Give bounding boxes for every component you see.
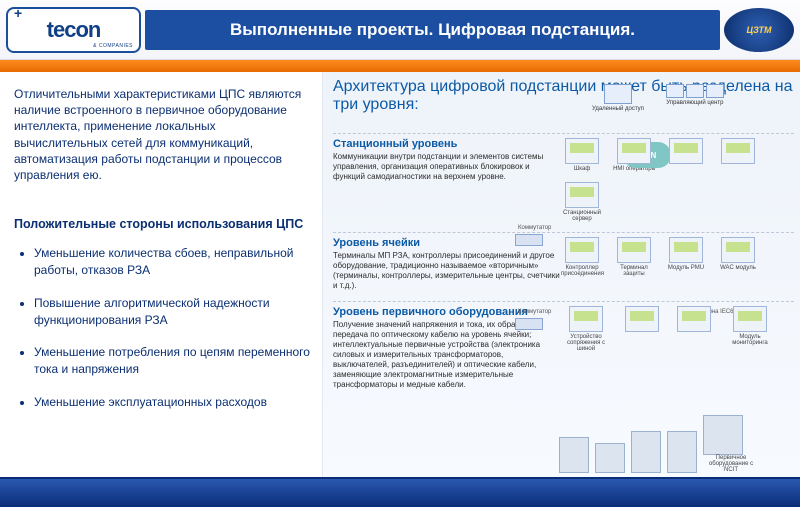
list-item: Повышение алгоритмической надежности фун… [34, 295, 312, 329]
logo-right-text: ЦЗТМ [746, 25, 771, 35]
level-bay: Уровень ячейки Терминалы МП РЗА, контрол… [333, 232, 794, 297]
wac-icon [721, 237, 755, 263]
logo-right: ЦЗТМ [724, 8, 794, 52]
hmi-icon [617, 138, 651, 164]
device-icon [677, 306, 711, 332]
list-item: Уменьшение количества сбоев, неправильно… [34, 245, 312, 279]
level-devices: Устройство сопряжения с шиной Модуль мон… [561, 306, 794, 390]
primary-equipment-row: Первичное оборудование с NCIT [559, 415, 759, 473]
slide-title: Выполненные проекты. Цифровая подстанция… [145, 10, 720, 50]
remote-access-label: Удаленный доступ [592, 106, 644, 112]
monitor-stack-icon [666, 84, 724, 100]
level-desc: Коммуникации внутри подстанции и элемент… [333, 152, 561, 182]
logo-tecon: + tecon & COMPANIES [6, 7, 141, 53]
top-access-row: Удаленный доступ Управляющий центр [592, 84, 792, 112]
device-block: Модуль PMU [665, 237, 707, 271]
server-icon [565, 182, 599, 208]
level-devices: Шкаф HMI оператора Станционный сервер [561, 138, 794, 222]
switch-label: Коммутатор [518, 309, 551, 315]
left-column: Отличительными характеристиками ЦПС явля… [0, 72, 322, 477]
device-block: WAC модуль [717, 237, 759, 271]
monitor-icon [669, 138, 703, 164]
device-block: Модуль мониторинга [725, 306, 775, 346]
level-devices: Контроллер присоединения Терминал защиты… [561, 237, 794, 291]
switchgear-icon [631, 431, 661, 473]
level-station: Станционный уровень Коммуникации внутри … [333, 133, 794, 228]
architecture-diagram: Архитектура цифровой подстанции может бы… [322, 72, 800, 477]
intro-paragraph: Отличительными характеристиками ЦПС явля… [14, 86, 312, 183]
device-block: Первичное оборудование с NCIT [703, 415, 759, 473]
footer-bar [0, 477, 800, 507]
content-area: Отличительными характеристиками ЦПС явля… [0, 72, 800, 477]
terminal-icon [617, 237, 651, 263]
switch-icon [515, 234, 543, 246]
control-center-label: Управляющий центр [666, 100, 724, 106]
control-center-block: Управляющий центр [666, 84, 724, 106]
device-block [621, 306, 663, 334]
device-block: Терминал защиты [613, 237, 655, 277]
device-block: Контроллер присоединения [561, 237, 603, 277]
logo-cross-icon: + [14, 5, 22, 21]
benefits-list: Уменьшение количества сбоев, неправильно… [14, 245, 312, 411]
level-process: Уровень первичного оборудования Получени… [333, 301, 794, 396]
merging-unit-icon [569, 306, 603, 332]
list-item: Уменьшение эксплуатационных расходов [34, 394, 312, 411]
ncit-icon [703, 415, 743, 455]
list-item: Уменьшение потребления по цепям переменн… [34, 344, 312, 378]
logo-left-sub: & COMPANIES [93, 43, 133, 49]
switch-icon [515, 318, 543, 330]
device-block [717, 138, 759, 166]
switch-label: Коммутатор [518, 225, 551, 231]
device-block: Станционный сервер [561, 182, 603, 222]
monitor-module-icon [733, 306, 767, 332]
orange-divider [0, 60, 800, 72]
controller-icon [565, 237, 599, 263]
device-block [673, 306, 715, 334]
device-icon [625, 306, 659, 332]
switchgear-icon [595, 443, 625, 473]
monitor-icon [721, 138, 755, 164]
logo-left-text: tecon [47, 17, 101, 43]
monitor-icon [604, 84, 632, 104]
benefits-heading: Положительные стороны использования ЦПС [14, 217, 312, 231]
cabinet-icon [565, 138, 599, 164]
transformer-icon [559, 437, 589, 473]
slide-header: + tecon & COMPANIES Выполненные проекты.… [0, 0, 800, 60]
device-block [665, 138, 707, 166]
pmu-icon [669, 237, 703, 263]
level-desc: Терминалы МП РЗА, контроллеры присоедине… [333, 251, 561, 291]
switchgear-icon [667, 431, 697, 473]
level-title: Станционный уровень [333, 138, 561, 150]
device-block: Устройство сопряжения с шиной [561, 306, 611, 352]
remote-access-block: Удаленный доступ [592, 84, 644, 112]
device-block: Шкаф [561, 138, 603, 172]
